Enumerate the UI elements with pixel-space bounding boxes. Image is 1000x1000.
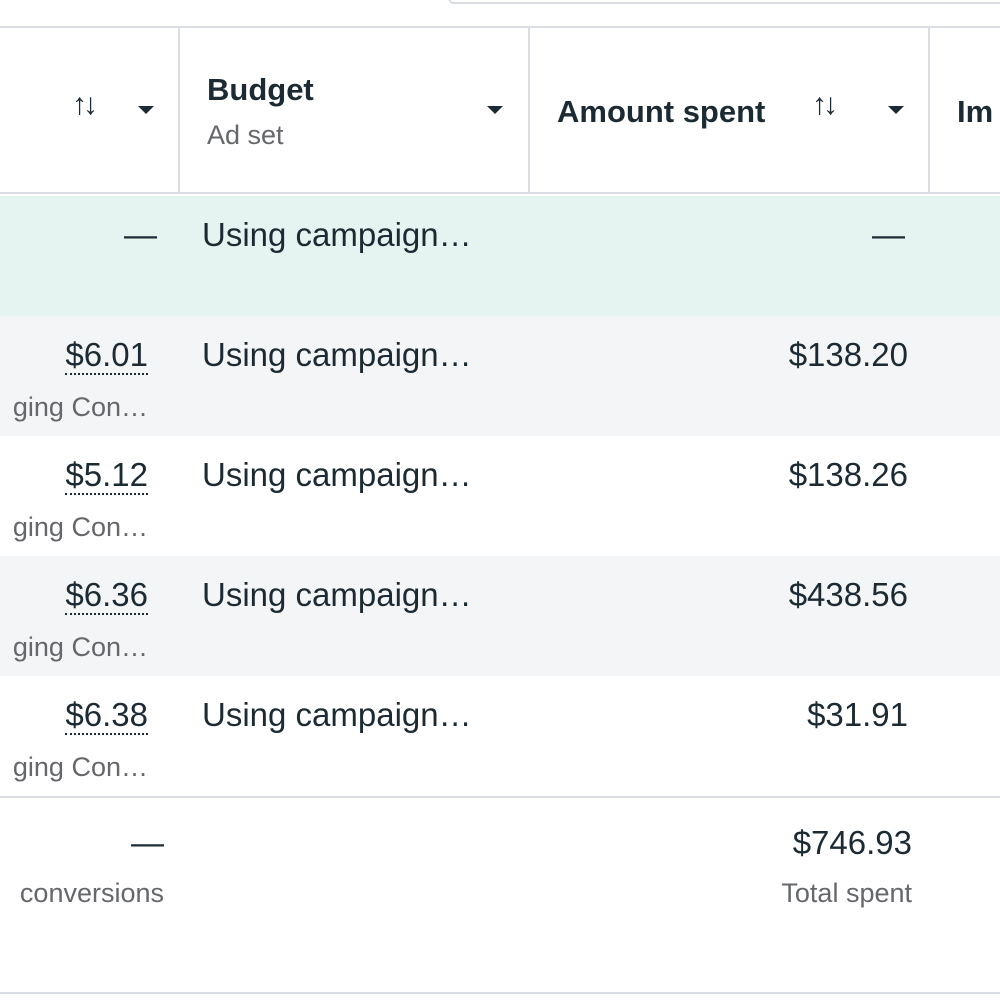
table-row[interactable]: — Using campaign… — <box>0 196 1000 316</box>
column-title-amount-spent: Amount spent <box>557 94 766 129</box>
caret-down-icon[interactable] <box>888 106 904 114</box>
amount-spent-value: $31.91 <box>807 696 908 733</box>
amount-spent-value: $138.20 <box>788 336 908 373</box>
cost-per-result-value[interactable]: $5.12 <box>65 456 148 495</box>
budget-value: Using campaign… <box>202 336 472 373</box>
table-bottom-divider <box>0 992 1000 994</box>
amount-spent-value: $138.26 <box>788 456 908 493</box>
amount-spent-value: — <box>872 216 905 253</box>
column-header-impressions[interactable]: Im <box>930 28 1000 194</box>
search-box-edge[interactable] <box>448 0 1000 4</box>
toolbar-strip <box>0 0 1000 28</box>
result-type-label: ging Con… <box>12 392 148 422</box>
caret-down-icon[interactable] <box>138 106 154 114</box>
caret-down-icon[interactable] <box>487 106 503 114</box>
result-type-label: ging Con… <box>12 632 148 662</box>
table-header: ↑↓ Budget Ad set Amount spent ↑↓ Im <box>0 28 1000 194</box>
column-title-budget: Budget <box>207 72 314 107</box>
amount-spent-value: $438.56 <box>788 576 908 613</box>
cost-per-result-value[interactable]: $6.38 <box>65 696 148 735</box>
table-row[interactable]: $6.38 ging Con… Using campaign… $31.91 <box>0 676 1000 796</box>
table-row[interactable]: $6.36 ging Con… Using campaign… $438.56 <box>0 556 1000 676</box>
total-amount-spent: $746.93 <box>792 824 912 861</box>
table-row[interactable]: $6.01 ging Con… Using campaign… $138.20 <box>0 316 1000 436</box>
total-cost-label: conversions <box>19 878 164 908</box>
column-subtitle-ad-set: Ad set <box>207 120 284 150</box>
sort-arrows-icon[interactable]: ↑↓ <box>812 88 838 121</box>
cost-per-result-value[interactable]: $6.36 <box>65 576 148 615</box>
total-amount-label: Total spent <box>781 878 912 908</box>
totals-row: — conversions $746.93 Total spent <box>0 796 1000 992</box>
column-header-amount-spent[interactable]: Amount spent ↑↓ <box>530 28 930 194</box>
budget-value: Using campaign… <box>202 456 472 493</box>
column-header-budget[interactable]: Budget Ad set <box>180 28 530 194</box>
column-header-cost-per-result[interactable]: ↑↓ <box>0 28 180 194</box>
budget-value: Using campaign… <box>202 696 472 733</box>
column-title-truncated: Im <box>957 94 994 129</box>
cost-per-result-value[interactable]: $6.01 <box>65 336 148 375</box>
sort-arrows-icon[interactable]: ↑↓ <box>72 88 98 121</box>
table-row[interactable]: $5.12 ging Con… Using campaign… $138.26 <box>0 436 1000 556</box>
budget-value: Using campaign… <box>202 576 472 613</box>
budget-value: Using campaign… <box>202 216 472 253</box>
total-cost-per-result: — <box>131 824 164 861</box>
result-type-label: ging Con… <box>12 512 148 542</box>
cost-per-result-value: — <box>124 216 157 253</box>
result-type-label: ging Con… <box>12 752 148 782</box>
